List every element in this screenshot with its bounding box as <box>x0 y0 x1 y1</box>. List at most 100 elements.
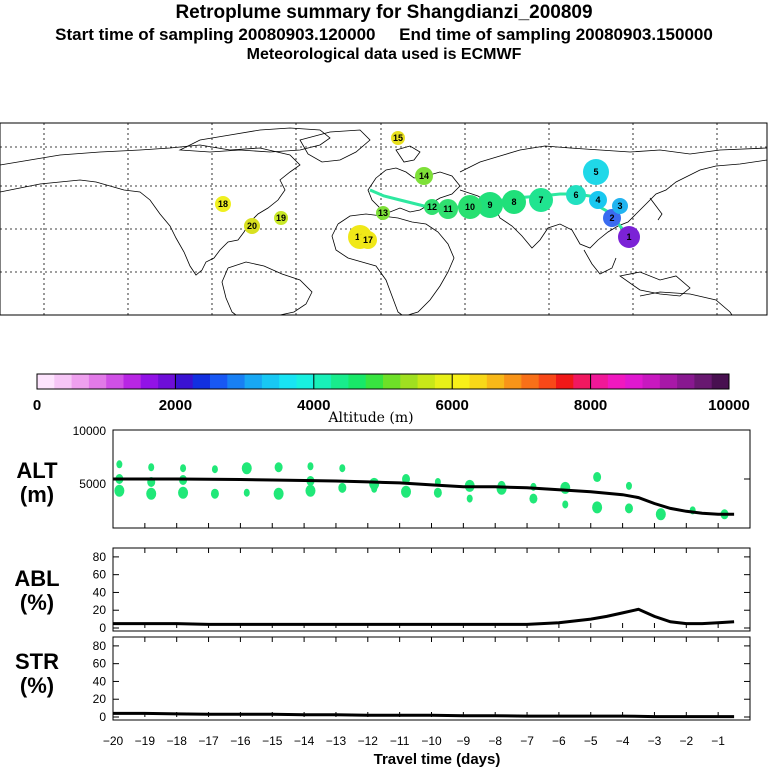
xtick-label: −17 <box>198 734 219 748</box>
map-graticule <box>0 123 767 315</box>
map-marker-1: 1 <box>618 226 640 248</box>
map-marker-dot <box>215 196 231 212</box>
colorbar-swatch <box>175 374 194 389</box>
map-marker-dot <box>359 231 377 249</box>
alt-particle-dot <box>178 486 189 499</box>
map-marker-5: 5 <box>583 159 609 185</box>
abl-units: (%) <box>20 590 54 615</box>
xtick-label: −10 <box>421 734 442 748</box>
plume-markers: 1234567891011121314151617181920 <box>215 131 640 249</box>
colorbar-swatch <box>210 374 228 389</box>
sampling-time-subtitle: Start time of sampling 20080903.120000 E… <box>55 25 713 44</box>
map-marker-dot <box>502 190 526 214</box>
ytick-label: 0 <box>99 710 106 724</box>
map-marker-4: 4 <box>589 191 607 209</box>
str-label: STR <box>15 649 59 674</box>
map-marker-dot <box>415 167 433 185</box>
alt-particle-dot <box>371 484 378 493</box>
map-marker-number: 14 <box>419 171 429 181</box>
x-axis-label: Travel time (days) <box>374 751 501 768</box>
colorbar-swatch <box>296 374 315 389</box>
xtick-label: −7 <box>520 734 534 748</box>
xtick-label: −19 <box>135 734 156 748</box>
colorbar-swatch <box>383 374 401 389</box>
colorbar-tick-4000: 4000 <box>297 397 330 414</box>
abl-line <box>113 607 735 626</box>
map-marker-number: 4 <box>595 195 600 205</box>
map-marker-7: 7 <box>529 188 553 212</box>
map-marker-dot <box>244 218 260 234</box>
map-marker-number: 8 <box>511 197 516 207</box>
map-marker-number: 5 <box>593 167 598 177</box>
map-marker-dot <box>612 198 628 214</box>
map-marker-number: 9 <box>487 200 492 210</box>
colorbar-frame <box>36 373 730 390</box>
map-marker-12: 12 <box>424 199 440 215</box>
str-line <box>113 711 735 719</box>
alt-particle-dot <box>625 481 632 490</box>
colorbar-swatch <box>625 374 643 389</box>
alt-particle-dot <box>655 508 666 521</box>
colorbar-tick-8000: 8000 <box>574 397 607 414</box>
colorbar-swatch <box>88 374 107 389</box>
alt-particle-dot <box>146 487 157 500</box>
map-marker-13: 13 <box>376 206 390 220</box>
map-marker-17: 17 <box>359 231 377 249</box>
ytick-label: 20 <box>93 603 107 617</box>
map-marker-number: 18 <box>218 199 228 209</box>
alt-particle-dot <box>624 503 633 514</box>
map-marker-9: 9 <box>477 192 503 218</box>
alt-label: ALT <box>16 458 58 483</box>
alt-units: (m) <box>20 482 54 507</box>
colorbar-swatch <box>607 374 626 389</box>
map-marker-18: 18 <box>215 196 231 212</box>
colorbar-swatch <box>711 374 730 389</box>
alt-particle-dot <box>562 500 569 509</box>
xtick-label: −18 <box>167 734 188 748</box>
map-marker-number: 2 <box>609 213 614 223</box>
colorbar-swatch <box>556 374 574 389</box>
alt-particle-dot <box>210 488 219 499</box>
map-marker-number: 13 <box>378 208 388 218</box>
x-axis: −20 −19 −18 −17 −16 −15 −14 −13 −12 −11 −10 −9 −8 −7 −… <box>103 734 725 748</box>
alt-ytick-5000: 5000 <box>79 477 106 491</box>
map-marker-number: 6 <box>573 190 578 200</box>
map-marker-10: 10 <box>458 195 482 219</box>
alt-particle-dot <box>593 472 602 483</box>
map-marker-8: 8 <box>502 190 526 214</box>
map-marker-19: 19 <box>274 211 288 225</box>
alt-ytick-10000: 10000 <box>73 424 107 438</box>
map-marker-dot <box>424 199 440 215</box>
colorbar-swatch <box>192 374 211 389</box>
colorbar-swatch <box>140 374 159 389</box>
ytick-label: 60 <box>93 568 107 582</box>
map-marker-number: 1 <box>626 232 631 242</box>
colorbar-swatch <box>486 374 505 389</box>
map-marker-14: 14 <box>415 167 433 185</box>
alt-particle-dot <box>339 464 346 473</box>
map-marker-number: 7 <box>538 195 543 205</box>
map-marker-dot <box>618 226 640 248</box>
colorbar-swatch <box>261 374 280 389</box>
map-marker-dot <box>529 188 553 212</box>
map-marker-dot <box>589 191 607 209</box>
map-marker-dot <box>603 209 621 227</box>
xtick-label: −14 <box>294 734 315 748</box>
xtick-label: −11 <box>390 734 410 748</box>
colorbar-swatch <box>469 374 488 389</box>
ytick-label: 80 <box>93 639 107 653</box>
alt-particle-dot <box>496 482 507 495</box>
altitude-colorbar: 0 2000 4000 6000 8000 10000 <box>33 373 750 414</box>
xtick-label: −8 <box>488 734 502 748</box>
alt-particle-dot <box>401 485 412 498</box>
colorbar-swatch <box>106 374 124 389</box>
map-marker-number: 10 <box>465 202 475 212</box>
alt-particle-dot <box>114 484 125 497</box>
colorbar-swatch <box>71 374 90 389</box>
map-marker-3: 3 <box>612 198 628 214</box>
map-marker-dot <box>583 159 609 185</box>
colorbar-swatch <box>54 374 72 389</box>
xtick-label: −1 <box>711 734 725 748</box>
ytick-label: 40 <box>93 674 107 688</box>
alt-particle-dot <box>466 494 473 503</box>
